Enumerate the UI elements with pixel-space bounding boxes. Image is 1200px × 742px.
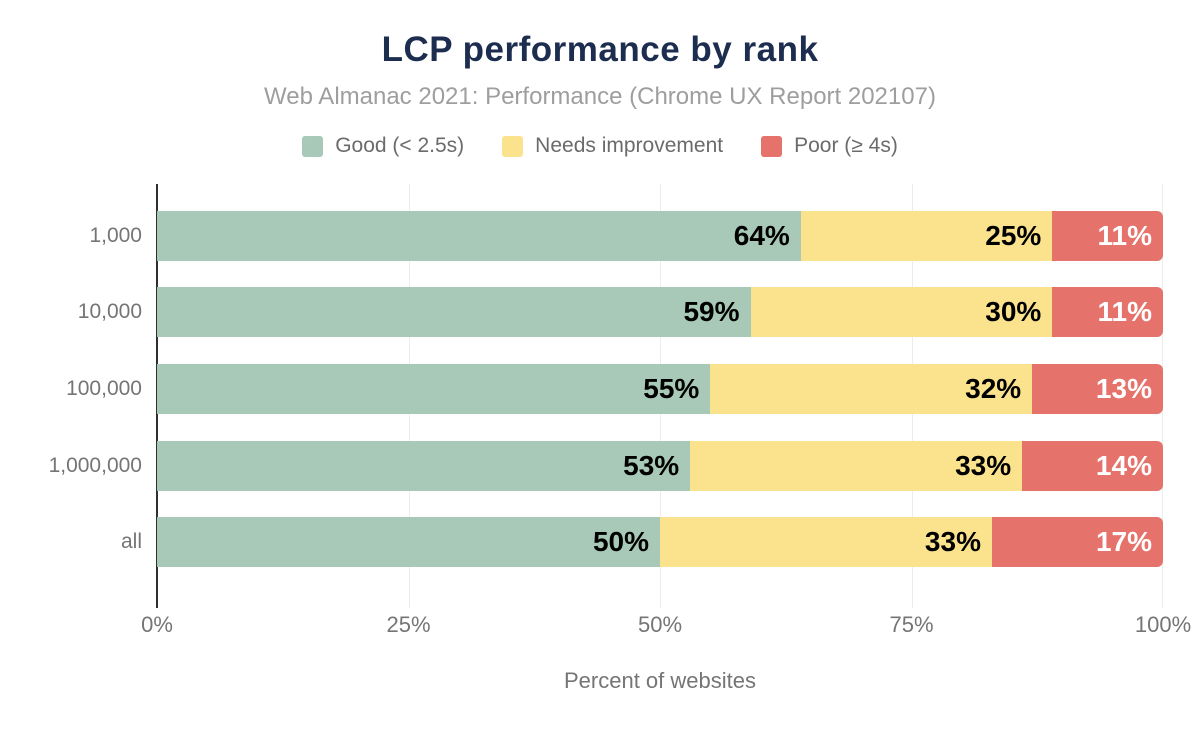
bar-track: 50% 33% 17% [157,517,1163,568]
x-axis-tick: 25% [386,612,431,637]
chart-title: LCP performance by rank [381,30,819,69]
bar-segment-label: 50% [592,526,649,558]
bar-segment[interactable]: 11% [1052,287,1163,338]
bar-segment[interactable]: 33% [690,440,1023,491]
x-axis-tick: 0% [141,612,173,637]
bar-segment[interactable]: 14% [1022,440,1163,491]
chart-subtitle: Web Almanac 2021: Performance (Chrome UX… [264,83,936,110]
x-axis-title: Percent of websites [564,668,756,693]
bar-segment-label: 13% [1095,372,1152,404]
bar-segment[interactable]: 55% [157,363,711,414]
x-axis-tick: 75% [889,612,934,637]
legend-item: Good (< 2.5s) [302,134,464,158]
bar-track: 64% 25% 11% [157,210,1163,261]
bar-row: 1,000 64% 25% 11% [0,210,1163,261]
bar-row: 10,000 59% 30% 11% [0,287,1163,338]
legend-label: Needs improvement [535,134,724,157]
bar-row: all 50% 33% 17% [0,517,1163,568]
bar-segment-label: 64% [733,219,790,251]
y-axis-label: 100,000 [66,376,142,400]
bar-track: 59% 30% 11% [157,287,1163,338]
y-axis-label: all [120,530,142,554]
legend: Good (< 2.5s) Needs improvement Poor (≥ 4s… [0,134,1200,158]
bar-segment[interactable]: 59% [157,287,751,338]
bar-segment-label: 25% [985,219,1042,251]
legend-item: Needs improvement [502,134,723,158]
bar-segment[interactable]: 32% [710,363,1033,414]
y-axis-label: 10,000 [77,300,142,324]
x-axis-tick: 100% [1134,612,1192,637]
bar-segment-label: 30% [985,296,1042,328]
bar-row: 1,000,000 53% 33% 14% [0,440,1163,491]
plot-area: 1,000 64% 25% 11% 10,000 59% 30% 11% 100,000 55% 3… [0,184,1163,608]
legend-item: Poor (≥ 4s) [761,134,898,158]
bar-track: 55% 32% 13% [157,363,1163,414]
bar-segment[interactable]: 64% [157,210,801,261]
x-axis: 0% 25% 50% 75% 100% [0,610,1191,638]
bar-segment[interactable]: 25% [800,210,1053,261]
legend-swatch [761,135,783,157]
bar-segment[interactable]: 17% [991,517,1163,568]
legend-swatch [302,135,324,157]
bar-segment-label: 55% [643,372,700,404]
legend-label: Poor (≥ 4s) [794,134,898,157]
bar-segment-label: 59% [683,296,740,328]
legend-swatch [502,135,524,157]
bar-segment-label: 33% [924,526,981,558]
bar-segment[interactable]: 50% [157,517,660,568]
bar-segment-label: 17% [1095,526,1152,558]
bar-row: 100,000 55% 32% 13% [0,363,1163,414]
bar-segment[interactable]: 53% [157,440,691,491]
x-axis-tick: 50% [637,612,683,637]
bar-segment[interactable]: 30% [750,287,1053,338]
bar-segment-label: 53% [623,449,680,481]
bar-segment-label: 11% [1097,296,1152,328]
bar-segment-label: 33% [955,449,1012,481]
bar-rows: 1,000 64% 25% 11% 10,000 59% 30% 11% 100,000 55% 3… [0,184,1163,594]
bar-track: 53% 33% 14% [157,440,1163,491]
bar-segment[interactable]: 13% [1032,363,1163,414]
y-axis-label: 1,000 [89,223,142,247]
bar-segment-label: 14% [1095,449,1152,481]
bar-segment[interactable]: 11% [1052,210,1163,261]
y-axis-label: 1,000,000 [48,453,142,477]
x-axis-ticks: 0% 25% 50% 75% 100% [141,610,1191,638]
legend-label: Good (< 2.5s) [335,134,465,157]
bar-segment-label: 11% [1097,219,1152,251]
bar-segment-label: 32% [965,372,1022,404]
bar-segment[interactable]: 33% [660,517,992,568]
